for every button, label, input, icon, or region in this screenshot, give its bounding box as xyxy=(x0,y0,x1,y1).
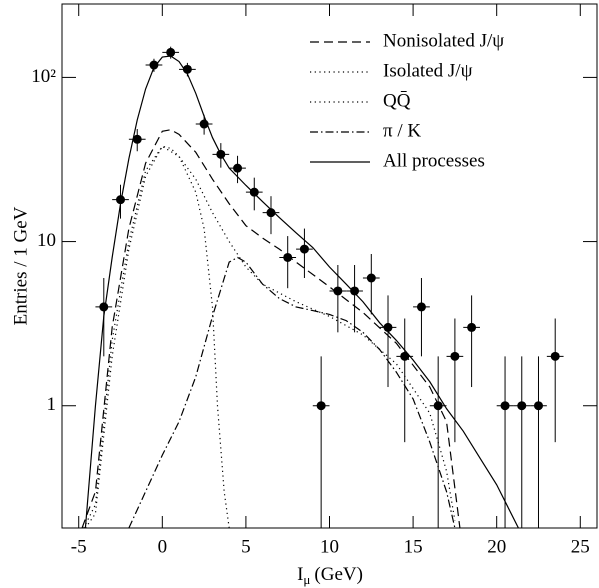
x-tick-label: 5 xyxy=(241,536,251,557)
curve xyxy=(84,55,519,528)
data-point xyxy=(132,134,142,144)
data-point xyxy=(416,302,426,312)
data-point xyxy=(149,60,159,70)
data-point xyxy=(182,64,192,74)
data-point xyxy=(283,252,293,262)
curve xyxy=(128,256,456,528)
legend-label: Nonisolated J/ψ xyxy=(383,30,504,51)
data-point xyxy=(450,351,460,361)
x-tick-label: 0 xyxy=(158,536,168,557)
data-point xyxy=(433,401,443,411)
legend-label: QQ̄ xyxy=(383,90,411,111)
data-point xyxy=(216,149,226,159)
data-point xyxy=(350,286,360,296)
data-point xyxy=(233,163,243,173)
data-point xyxy=(316,401,326,411)
plot-frame xyxy=(61,3,598,529)
curves xyxy=(81,46,564,528)
x-axis-label: Iμ (GeV) xyxy=(297,564,363,587)
data-point xyxy=(500,401,510,411)
data-point xyxy=(517,401,527,411)
data-point xyxy=(99,302,109,312)
data-point xyxy=(366,273,376,283)
x-label-unit: (GeV) xyxy=(314,564,363,585)
data-point xyxy=(550,351,560,361)
data-point xyxy=(383,322,393,332)
legend-label: Isolated J/ψ xyxy=(383,60,473,81)
data-point xyxy=(333,286,343,296)
data-point xyxy=(299,244,309,254)
y-tick-label: 10 xyxy=(37,230,56,251)
data-point xyxy=(249,187,259,197)
x-tick-label: 25 xyxy=(571,536,590,557)
data-point xyxy=(533,401,543,411)
curve xyxy=(83,145,456,528)
data-point xyxy=(116,195,126,205)
legend-label: All processes xyxy=(383,150,485,171)
data-point xyxy=(199,119,209,129)
x-tick-label: -5 xyxy=(71,536,87,557)
x-label-subscript: μ xyxy=(303,572,310,587)
legend-label: π / K xyxy=(383,120,421,141)
y-axis-label: Entries / 1 GeV xyxy=(10,206,31,325)
data-point xyxy=(400,351,410,361)
x-tick-label: 10 xyxy=(320,536,339,557)
data-point xyxy=(467,322,477,332)
x-tick-label: 20 xyxy=(487,536,506,557)
y-tick-label: 10² xyxy=(31,66,56,87)
curve xyxy=(81,129,461,528)
x-tick-label: 15 xyxy=(404,536,423,557)
curve xyxy=(84,145,230,528)
data-point xyxy=(266,208,276,218)
data-point xyxy=(166,47,176,57)
x-label-symbol: I xyxy=(297,564,303,585)
y-tick-label: 1 xyxy=(47,394,57,415)
